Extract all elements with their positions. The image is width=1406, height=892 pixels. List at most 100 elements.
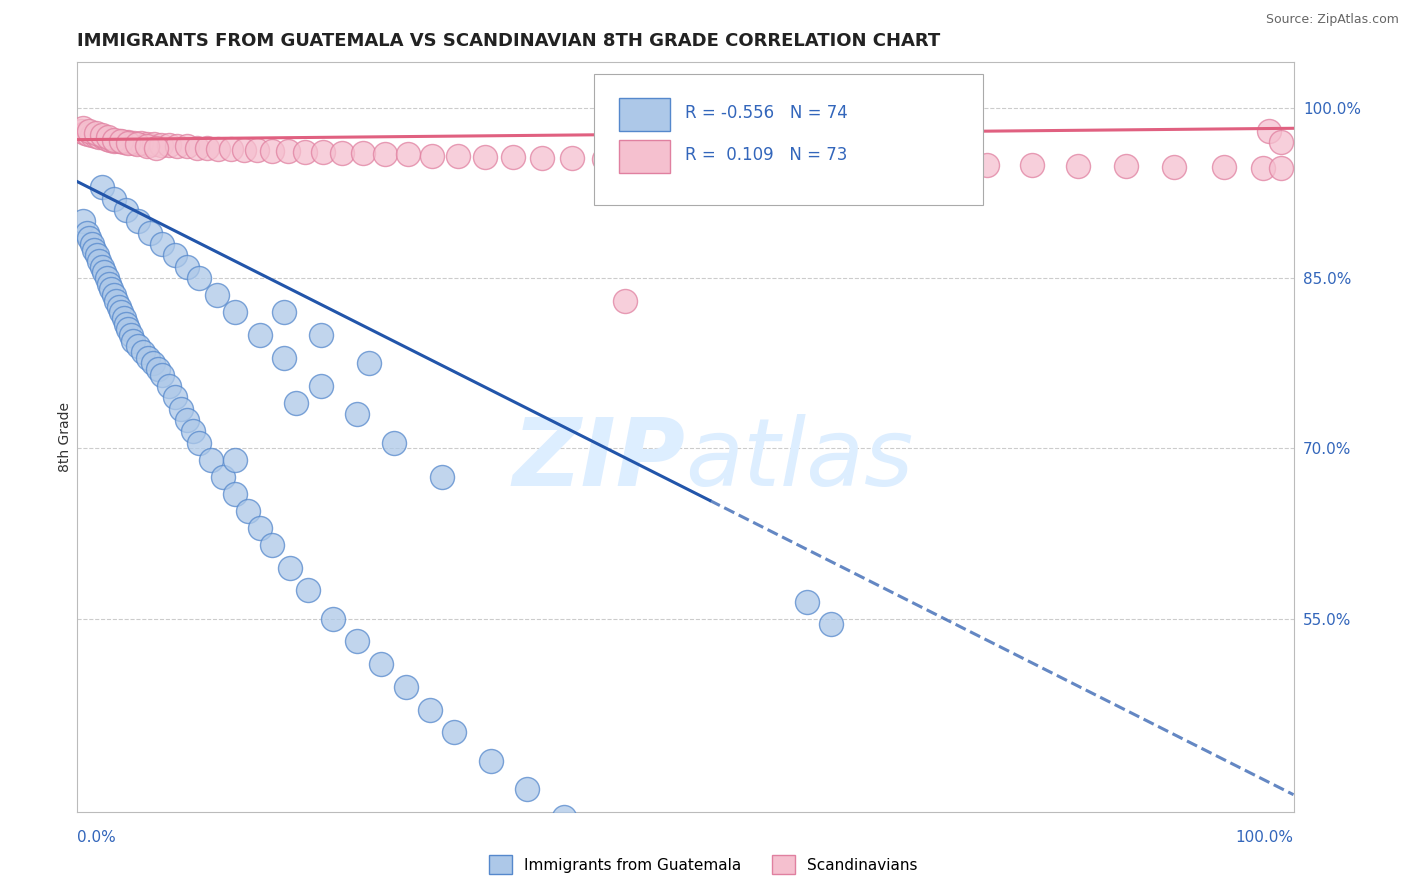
Point [80, 128, 103, 142]
Point [309, 379, 332, 393]
Point [1270, 161, 1292, 175]
Point [502, 150, 524, 164]
Point [91, 130, 114, 145]
Point [553, 810, 575, 824]
Point [186, 140, 208, 154]
Point [97, 130, 120, 145]
Point [260, 538, 283, 552]
Point [117, 135, 139, 149]
Point [97, 277, 120, 291]
Point [294, 145, 316, 160]
Point [1163, 160, 1185, 174]
Point [626, 152, 648, 166]
Point [246, 143, 269, 157]
Point [309, 327, 332, 342]
Point [152, 368, 174, 382]
Point [77, 127, 100, 141]
Point [115, 202, 138, 217]
Point [322, 612, 344, 626]
Point [89, 254, 111, 268]
Point [72, 214, 94, 228]
Point [278, 560, 301, 574]
Point [103, 192, 125, 206]
Point [157, 379, 180, 393]
Point [890, 156, 912, 170]
Point [125, 137, 148, 152]
Point [277, 144, 299, 158]
Point [374, 147, 396, 161]
Point [166, 139, 188, 153]
Point [80, 237, 103, 252]
Point [224, 305, 246, 319]
Point [820, 617, 842, 632]
Point [731, 154, 754, 169]
Point [659, 153, 682, 167]
Point [188, 435, 211, 450]
Point [86, 248, 108, 262]
Point [808, 155, 831, 169]
Point [79, 123, 101, 137]
Point [135, 137, 157, 152]
Point [176, 260, 198, 274]
Point [112, 135, 135, 149]
Point [1021, 158, 1043, 172]
Point [200, 452, 222, 467]
Text: 0.0%: 0.0% [77, 830, 117, 846]
Point [117, 322, 139, 336]
Point [593, 152, 616, 166]
Point [207, 142, 229, 156]
Point [90, 128, 112, 142]
Point [273, 305, 295, 319]
Text: IMMIGRANTS FROM GUATEMALA VS SCANDINAVIAN 8TH GRADE CORRELATION CHART: IMMIGRANTS FROM GUATEMALA VS SCANDINAVIA… [77, 32, 941, 50]
Point [122, 334, 145, 348]
Point [107, 134, 129, 148]
Point [93, 265, 115, 279]
Point [1251, 161, 1274, 175]
Point [139, 226, 162, 240]
Point [359, 356, 381, 370]
Point [530, 151, 553, 165]
Point [100, 283, 122, 297]
Point [79, 231, 101, 245]
Point [146, 362, 169, 376]
Point [422, 148, 444, 162]
Text: R =  0.109   N = 73: R = 0.109 N = 73 [686, 145, 848, 163]
Point [188, 271, 211, 285]
Point [89, 130, 111, 145]
Point [297, 583, 319, 598]
Point [249, 327, 271, 342]
Point [105, 293, 128, 308]
Point [430, 470, 453, 484]
Point [73, 126, 96, 140]
Point [236, 504, 259, 518]
Point [382, 435, 405, 450]
Point [219, 142, 242, 156]
Point [127, 214, 149, 228]
FancyBboxPatch shape [619, 98, 669, 131]
Point [103, 134, 125, 148]
Point [96, 131, 118, 145]
Point [312, 145, 335, 160]
Point [110, 305, 132, 319]
Point [447, 148, 470, 162]
Point [695, 153, 717, 167]
Point [90, 260, 112, 274]
Point [516, 782, 538, 797]
Point [479, 754, 502, 768]
Point [163, 248, 186, 262]
Point [170, 401, 193, 416]
Point [103, 133, 125, 147]
Point [1213, 160, 1236, 174]
Point [1258, 123, 1281, 137]
Text: R = -0.556   N = 74: R = -0.556 N = 74 [686, 103, 848, 121]
Point [561, 151, 583, 165]
Point [136, 351, 159, 365]
Text: 100.0%: 100.0% [1236, 830, 1294, 846]
Point [769, 154, 792, 169]
Point [163, 390, 186, 404]
Point [152, 237, 174, 252]
Point [84, 129, 107, 144]
Point [1067, 159, 1090, 173]
Point [352, 146, 374, 161]
Point [260, 144, 283, 158]
